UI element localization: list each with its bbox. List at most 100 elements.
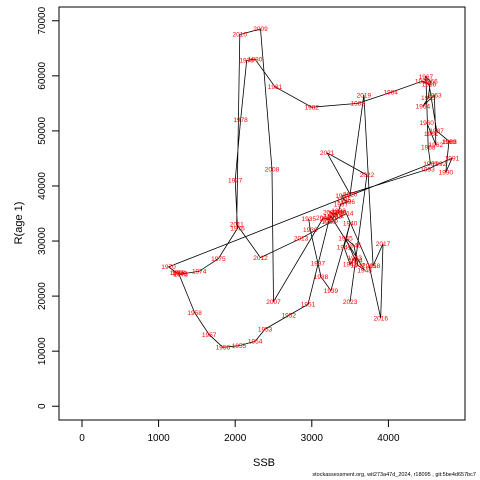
year-label: 2021 bbox=[320, 150, 335, 157]
year-label: 2008 bbox=[265, 167, 280, 174]
year-label: 1957 bbox=[202, 332, 217, 339]
year-label: 1945 bbox=[338, 235, 353, 242]
year-label: 1967 bbox=[419, 74, 434, 81]
year-label: 1993 bbox=[420, 167, 435, 174]
y-axis: 0 10000 20000 30000 40000 50000 60000 70000 bbox=[37, 6, 60, 409]
year-label: 1976 bbox=[230, 226, 245, 233]
year-label: 1981 bbox=[268, 84, 283, 91]
series-line-0 bbox=[167, 28, 453, 319]
year-label: 1943 bbox=[347, 255, 362, 262]
point-labels: 1960196119621963196419651966196719681969… bbox=[161, 26, 459, 351]
year-label: 1941 bbox=[337, 244, 352, 251]
year-label: 1951 bbox=[301, 302, 316, 309]
year-label: 1972 bbox=[173, 271, 188, 278]
year-label: 1961 bbox=[424, 131, 439, 138]
year-label: 1955 bbox=[232, 343, 247, 350]
year-label: 2011 bbox=[230, 222, 244, 229]
year-label: 1971 bbox=[170, 270, 185, 277]
y-tick-label: 0 bbox=[37, 403, 48, 409]
year-label: 2003 bbox=[328, 213, 343, 220]
year-label: 1999 bbox=[332, 210, 347, 217]
year-label: 1958 bbox=[187, 310, 202, 317]
year-label: 2010 bbox=[233, 32, 248, 39]
year-label: 2005 bbox=[324, 217, 339, 224]
year-label: 2002 bbox=[323, 210, 338, 217]
x-tick-label: 4000 bbox=[377, 433, 400, 444]
year-label: 1969 bbox=[423, 161, 438, 168]
year-label: 1952 bbox=[282, 313, 297, 320]
year-label: 1960 bbox=[419, 120, 434, 127]
year-label: 1977 bbox=[228, 178, 243, 185]
x-axis-title: SSB bbox=[253, 457, 275, 469]
year-label: 2020 bbox=[343, 191, 358, 198]
year-label: 1939 bbox=[324, 288, 339, 295]
year-label: 2023 bbox=[343, 299, 358, 306]
year-label: 2006 bbox=[316, 215, 331, 222]
year-label: 1966 bbox=[423, 79, 438, 86]
x-tick-label: 0 bbox=[79, 433, 85, 444]
year-label: 2018 bbox=[366, 263, 381, 270]
year-label: 1989 bbox=[442, 139, 457, 146]
year-label: 2009 bbox=[253, 26, 268, 33]
year-label: 2017 bbox=[376, 241, 391, 248]
year-label: 1983 bbox=[351, 101, 366, 108]
year-label: 1979 bbox=[239, 58, 254, 65]
year-label: 1950 bbox=[321, 219, 336, 226]
year-label: 1980 bbox=[248, 57, 263, 64]
year-label: 1962 bbox=[429, 142, 444, 149]
year-label: 1949 bbox=[324, 213, 339, 220]
year-label: 2014 bbox=[339, 211, 354, 218]
year-label: 1937 bbox=[311, 260, 326, 267]
y-tick-label: 40000 bbox=[37, 172, 48, 200]
year-label: 1990 bbox=[439, 169, 454, 176]
year-label: 1947 bbox=[351, 262, 366, 269]
year-label: 1936 bbox=[303, 227, 318, 234]
year-label: 1973 bbox=[174, 271, 189, 278]
year-label: 2013 bbox=[294, 235, 309, 242]
year-label: 1965 bbox=[421, 95, 436, 102]
x-tick-label: 3000 bbox=[301, 433, 324, 444]
year-label: 1940 bbox=[343, 221, 358, 228]
year-label: 1975 bbox=[211, 256, 226, 263]
year-label: 1987 bbox=[429, 128, 444, 135]
year-label: 1963 bbox=[427, 92, 442, 99]
year-label: 2022 bbox=[360, 172, 375, 179]
footer-note: stockassessment.org, wit273a47d_2024, r1… bbox=[312, 472, 476, 478]
y-axis-title: R(age 1) bbox=[13, 202, 25, 245]
year-label: 2012 bbox=[253, 255, 268, 262]
year-label: 1997 bbox=[334, 201, 349, 208]
year-label: 1946 bbox=[347, 243, 362, 250]
series-lines bbox=[167, 28, 453, 348]
x-tick-label: 2000 bbox=[224, 433, 247, 444]
year-label: 1986 bbox=[422, 81, 437, 88]
y-tick-label: 30000 bbox=[37, 227, 48, 255]
year-label: 1982 bbox=[305, 104, 320, 111]
x-tick-label: 1000 bbox=[147, 433, 170, 444]
y-tick-label: 60000 bbox=[37, 61, 48, 89]
year-label: 1944 bbox=[348, 258, 363, 265]
year-label: 1953 bbox=[258, 326, 273, 333]
year-label: 1970 bbox=[161, 264, 176, 271]
year-label: 1938 bbox=[314, 274, 329, 281]
y-tick-label: 20000 bbox=[37, 282, 48, 310]
year-label: 1956 bbox=[216, 345, 231, 352]
y-tick-label: 10000 bbox=[37, 337, 48, 365]
year-label: 1995 bbox=[337, 197, 352, 204]
year-label: 1985 bbox=[415, 79, 430, 86]
y-tick-label: 70000 bbox=[37, 6, 48, 34]
year-label: 1998 bbox=[331, 208, 346, 215]
year-label: 2001 bbox=[330, 212, 345, 219]
year-label: 1994 bbox=[335, 193, 350, 200]
year-label: 1959 bbox=[171, 270, 186, 277]
year-label: 1988 bbox=[442, 139, 457, 146]
year-label: 1968 bbox=[421, 145, 436, 152]
year-label: 1948 bbox=[357, 267, 372, 274]
year-label: 1974 bbox=[192, 269, 207, 276]
year-label: 2016 bbox=[374, 315, 389, 322]
series-line-1 bbox=[178, 215, 365, 348]
year-label: 2000 bbox=[328, 211, 343, 218]
year-label: 2007 bbox=[266, 299, 281, 306]
year-label: 1978 bbox=[233, 117, 248, 124]
